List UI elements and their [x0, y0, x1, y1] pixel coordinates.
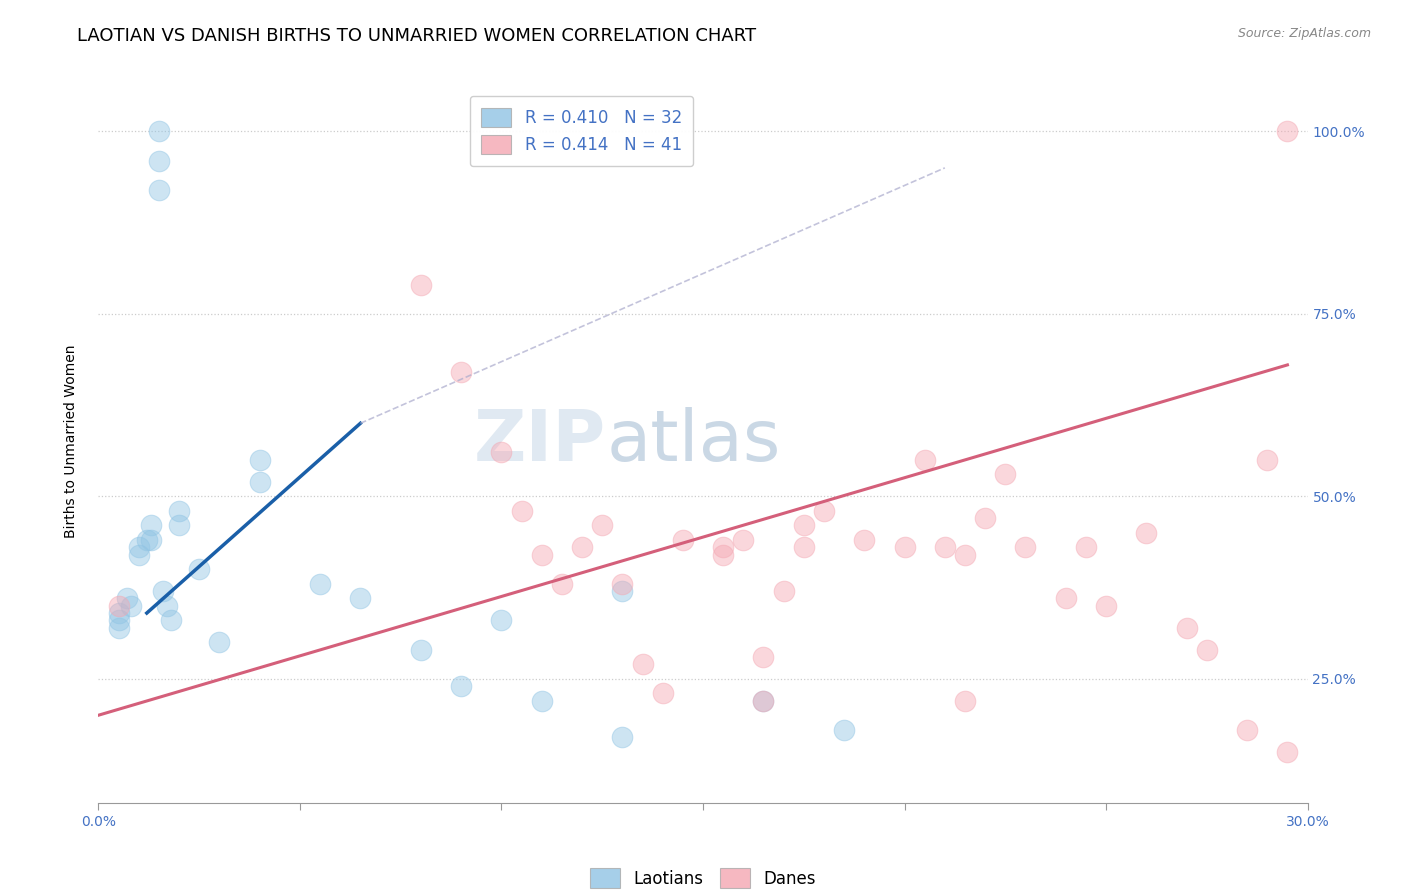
- Point: [1256, 452, 1278, 467]
- Point: [167, 518, 190, 533]
- Point: [530, 548, 553, 562]
- Point: [612, 584, 634, 599]
- Point: [1095, 599, 1118, 613]
- Point: [128, 541, 150, 555]
- Point: [139, 533, 162, 547]
- Point: [249, 475, 271, 489]
- Point: [631, 657, 654, 672]
- Point: [152, 584, 174, 599]
- Point: [813, 504, 835, 518]
- Point: [1236, 723, 1258, 737]
- Point: [612, 577, 634, 591]
- Point: [139, 518, 162, 533]
- Point: [752, 693, 775, 707]
- Point: [128, 548, 150, 562]
- Point: [1195, 642, 1218, 657]
- Point: [148, 124, 170, 138]
- Point: [672, 533, 695, 547]
- Point: [1135, 525, 1157, 540]
- Point: [914, 452, 936, 467]
- Point: [953, 693, 976, 707]
- Point: [530, 693, 553, 707]
- Point: [135, 533, 157, 547]
- Point: [752, 649, 775, 664]
- Point: [1277, 124, 1299, 138]
- Point: [974, 511, 997, 525]
- Legend: Laotians, Danes: Laotians, Danes: [583, 862, 823, 892]
- Point: [934, 541, 956, 555]
- Point: [148, 153, 170, 168]
- Point: [409, 277, 432, 292]
- Point: [188, 562, 211, 576]
- Point: [249, 452, 271, 467]
- Point: [120, 599, 142, 613]
- Point: [510, 504, 533, 518]
- Point: [832, 723, 855, 737]
- Point: [711, 541, 734, 555]
- Point: [612, 730, 634, 744]
- Point: [450, 365, 472, 379]
- Point: [994, 467, 1017, 482]
- Point: [651, 686, 673, 700]
- Point: [349, 591, 371, 606]
- Point: [1277, 745, 1299, 759]
- Point: [893, 541, 915, 555]
- Point: [853, 533, 876, 547]
- Point: [107, 599, 129, 613]
- Point: [772, 584, 794, 599]
- Point: [571, 541, 593, 555]
- Point: [167, 504, 190, 518]
- Point: [450, 679, 472, 693]
- Text: LAOTIAN VS DANISH BIRTHS TO UNMARRIED WOMEN CORRELATION CHART: LAOTIAN VS DANISH BIRTHS TO UNMARRIED WO…: [77, 27, 756, 45]
- Point: [491, 445, 513, 459]
- Point: [551, 577, 574, 591]
- Point: [156, 599, 179, 613]
- Point: [591, 518, 613, 533]
- Text: atlas: atlas: [606, 407, 780, 476]
- Point: [148, 183, 170, 197]
- Point: [793, 541, 815, 555]
- Point: [953, 548, 976, 562]
- Y-axis label: Births to Unmarried Women: Births to Unmarried Women: [63, 345, 77, 538]
- Point: [107, 606, 129, 620]
- Point: [711, 548, 734, 562]
- Point: [208, 635, 231, 649]
- Point: [1074, 541, 1097, 555]
- Text: Source: ZipAtlas.com: Source: ZipAtlas.com: [1237, 27, 1371, 40]
- Point: [107, 621, 129, 635]
- Point: [733, 533, 755, 547]
- Text: ZIP: ZIP: [474, 407, 606, 476]
- Point: [1175, 621, 1198, 635]
- Point: [409, 642, 432, 657]
- Point: [793, 518, 815, 533]
- Point: [1054, 591, 1077, 606]
- Point: [160, 613, 183, 627]
- Point: [752, 693, 775, 707]
- Point: [1014, 541, 1036, 555]
- Point: [309, 577, 332, 591]
- Point: [107, 613, 129, 627]
- Point: [491, 613, 513, 627]
- Point: [115, 591, 138, 606]
